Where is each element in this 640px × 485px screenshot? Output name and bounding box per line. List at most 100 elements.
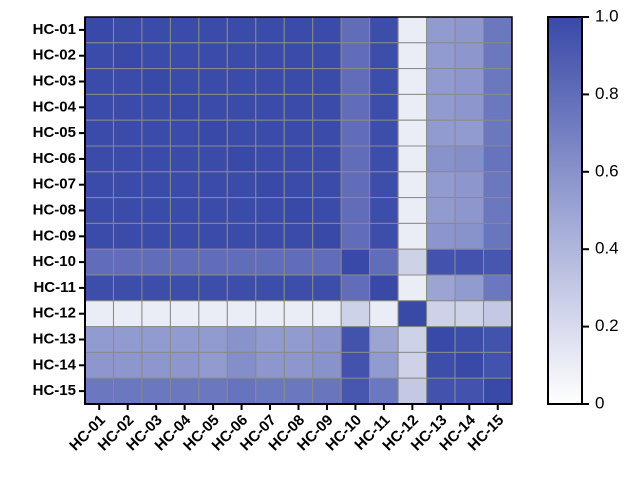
- heatmap-cell: [141, 171, 171, 199]
- y-tick-label: HC-08: [33, 201, 76, 218]
- colorbar-tick-label: 0.8: [595, 84, 619, 103]
- heatmap-cell: [226, 16, 257, 44]
- heatmap-cell: [426, 222, 456, 250]
- heatmap-cell: [255, 274, 285, 302]
- y-tick-label: HC-13: [33, 330, 76, 347]
- heatmap-cell: [397, 68, 428, 95]
- heatmap-cell: [340, 171, 371, 199]
- heatmap-cell: [426, 42, 456, 70]
- heatmap-cell: [198, 300, 228, 328]
- heatmap-cell: [84, 377, 114, 405]
- heatmap-cell: [483, 16, 513, 44]
- heatmap-cell: [283, 171, 314, 199]
- heatmap-cell: [483, 68, 513, 95]
- heatmap-cell: [454, 197, 485, 224]
- colorbar-tick-label: 0.4: [595, 239, 619, 258]
- heatmap-cell: [454, 222, 485, 250]
- heatmap-cell: [112, 171, 143, 199]
- heatmap-cell: [169, 171, 200, 199]
- heatmap-cell: [226, 377, 257, 405]
- heatmap-cell: [483, 300, 513, 328]
- heatmap-cell: [340, 119, 371, 147]
- heatmap-cell: [283, 300, 314, 328]
- heatmap-cell: [312, 16, 342, 44]
- heatmap-cell: [255, 145, 285, 173]
- heatmap-cell: [483, 222, 513, 250]
- heatmap-cell: [226, 300, 257, 328]
- heatmap-cell: [112, 93, 143, 121]
- heatmap-cell: [226, 68, 257, 95]
- heatmap-cell: [397, 16, 428, 44]
- heatmap-cell: [340, 326, 371, 353]
- heatmap-cell: [112, 222, 143, 250]
- heatmap-cell: [141, 93, 171, 121]
- colorbar-tick-label: 0.2: [595, 316, 619, 335]
- heatmap-cell: [369, 300, 399, 328]
- heatmap-cell: [312, 42, 342, 70]
- heatmap-cell: [397, 351, 428, 379]
- y-tick-label: HC-07: [33, 176, 76, 193]
- heatmap-cell: [255, 68, 285, 95]
- heatmap-cell: [312, 377, 342, 405]
- heatmap-cell: [483, 42, 513, 70]
- heatmap-cell: [226, 171, 257, 199]
- heatmap-cell: [112, 68, 143, 95]
- heatmap-cell: [340, 222, 371, 250]
- heatmap-cell: [454, 377, 485, 405]
- heatmap-cell: [112, 274, 143, 302]
- heatmap-cell: [169, 300, 200, 328]
- heatmap-cell: [426, 68, 456, 95]
- heatmap-cell: [84, 171, 114, 199]
- heatmap-cell: [198, 222, 228, 250]
- heatmap-cell: [169, 16, 200, 44]
- heatmap-cell: [426, 300, 456, 328]
- heatmap-cell: [340, 274, 371, 302]
- heatmap-cell: [454, 145, 485, 173]
- heatmap-cell: [483, 351, 513, 379]
- heatmap-cell: [198, 197, 228, 224]
- heatmap-cell: [369, 68, 399, 95]
- heatmap-cell: [369, 171, 399, 199]
- heatmap-cell: [340, 248, 371, 276]
- heatmap-cell: [169, 42, 200, 70]
- colorbar-tick-label: 0: [595, 393, 604, 412]
- heatmap-cell: [369, 119, 399, 147]
- heatmap-cell: [312, 171, 342, 199]
- heatmap-cell: [84, 145, 114, 173]
- heatmap-cell: [283, 222, 314, 250]
- heatmap-cell: [340, 351, 371, 379]
- heatmap-cell: [226, 222, 257, 250]
- heatmap-cell: [426, 377, 456, 405]
- heatmap-cell: [226, 93, 257, 121]
- heatmap-cell: [340, 300, 371, 328]
- heatmap-cell: [483, 326, 513, 353]
- heatmap-cell: [198, 68, 228, 95]
- heatmap-cell: [283, 248, 314, 276]
- y-tick-label: HC-10: [33, 253, 76, 270]
- heatmap-cell: [312, 68, 342, 95]
- heatmap-cell: [255, 42, 285, 70]
- heatmap-cell: [397, 42, 428, 70]
- heatmap-cell: [483, 377, 513, 405]
- heatmap-cell: [369, 222, 399, 250]
- heatmap-cell: [397, 119, 428, 147]
- heatmap-cell: [198, 351, 228, 379]
- heatmap-cell: [397, 222, 428, 250]
- heatmap-cell: [198, 145, 228, 173]
- heatmap-cell: [312, 222, 342, 250]
- heatmap-cell: [112, 248, 143, 276]
- heatmap-cell: [169, 326, 200, 353]
- heatmap-cell: [255, 248, 285, 276]
- heatmap-cell: [169, 145, 200, 173]
- heatmap-cell: [141, 377, 171, 405]
- heatmap-cell: [369, 197, 399, 224]
- heatmap-cell: [226, 248, 257, 276]
- heatmap-cell: [226, 42, 257, 70]
- heatmap-cell: [369, 42, 399, 70]
- heatmap-cell: [112, 351, 143, 379]
- y-tick-label: HC-02: [33, 47, 76, 64]
- heatmap-cell: [283, 274, 314, 302]
- heatmap-cell: [397, 93, 428, 121]
- heatmap-cell: [84, 222, 114, 250]
- heatmap-cell: [198, 119, 228, 147]
